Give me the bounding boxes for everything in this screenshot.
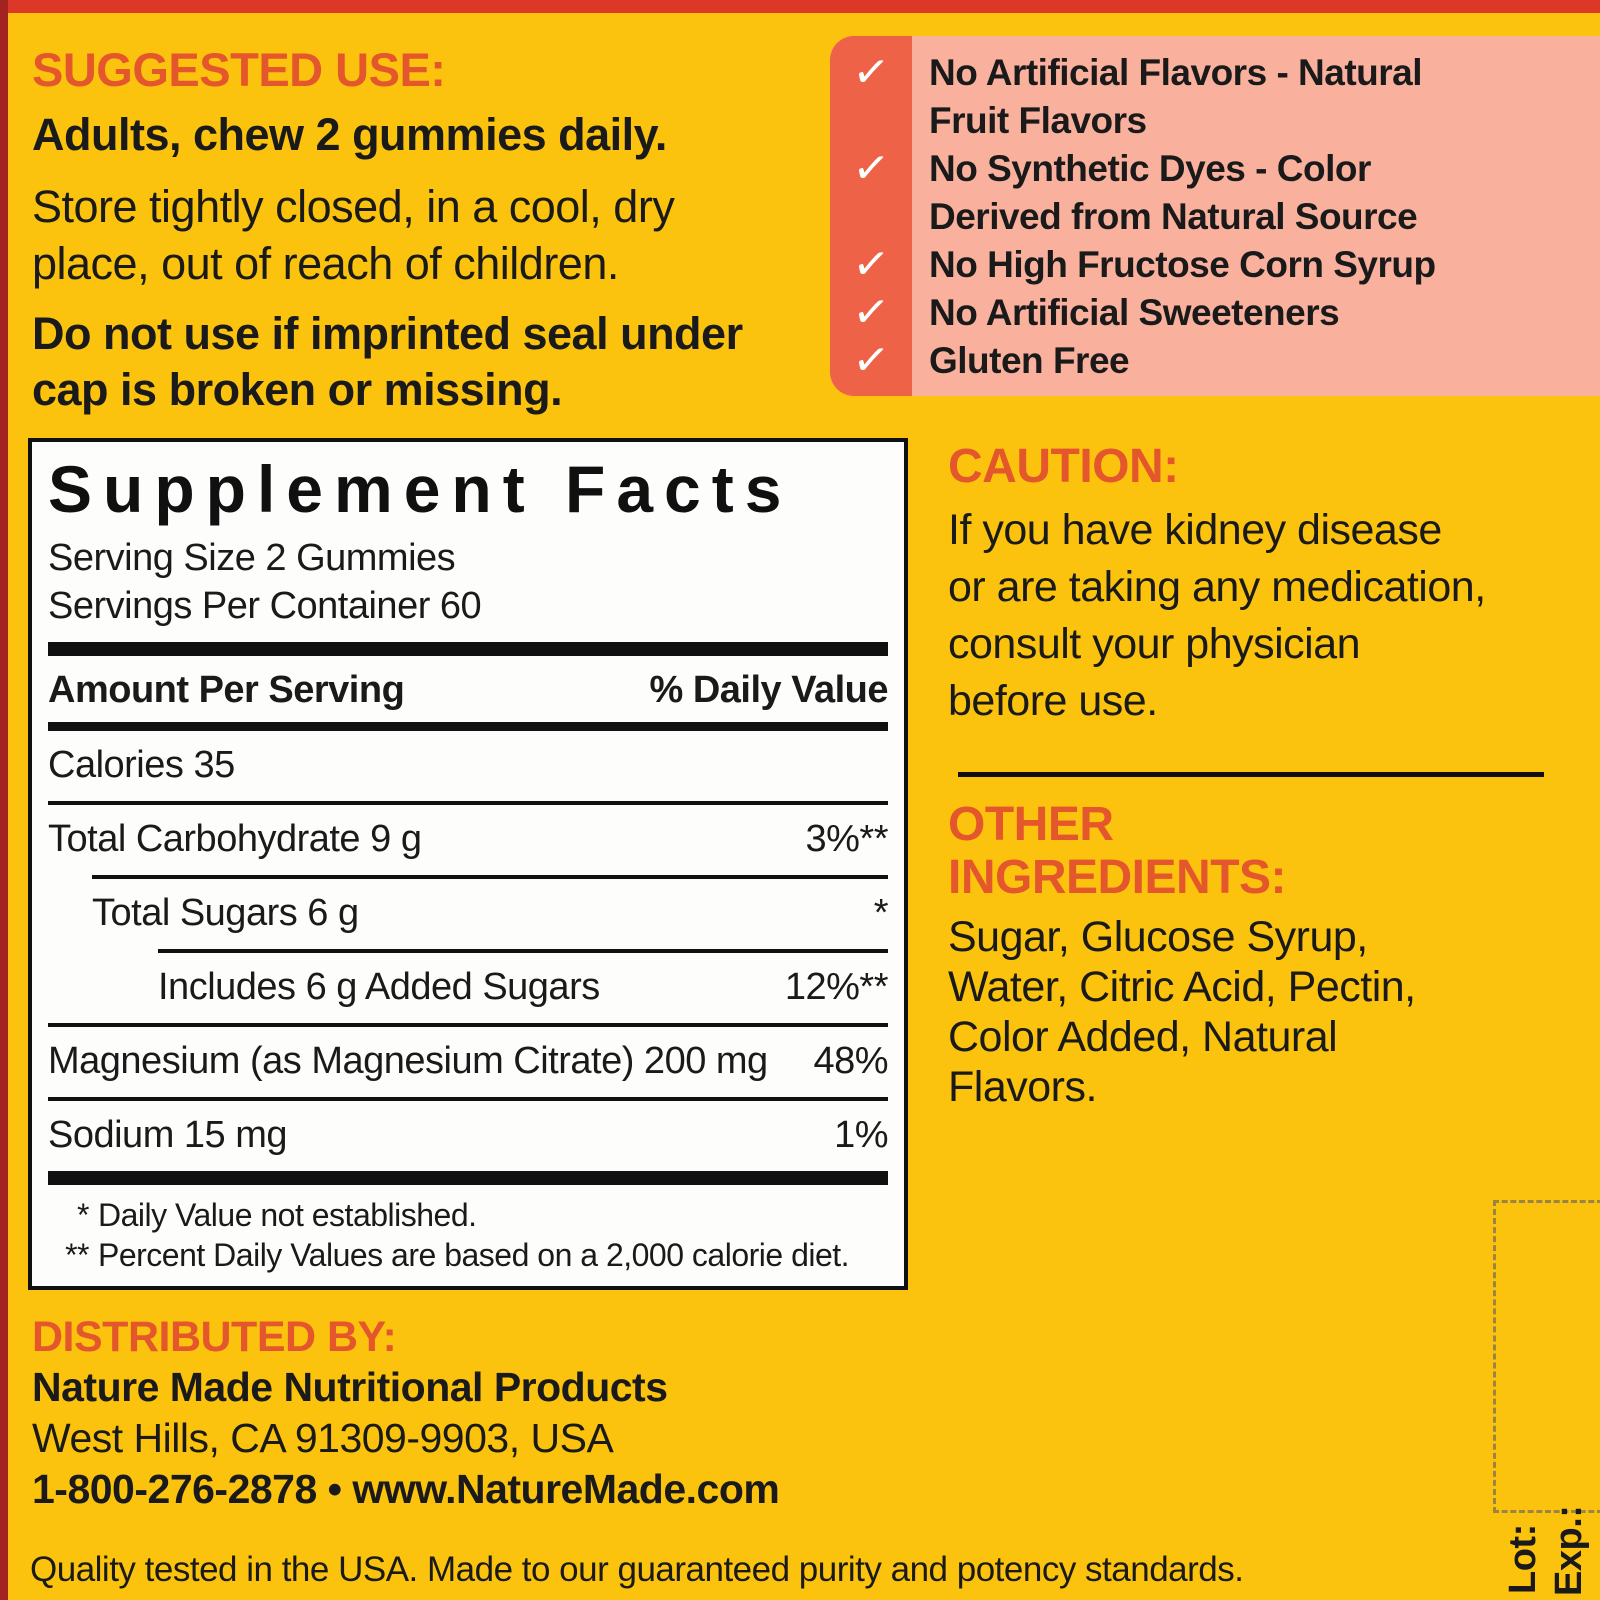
checkmark-icon: ✓: [850, 334, 892, 387]
facts-row-sodium: Sodium 15 mg 1%: [48, 1097, 888, 1171]
storage-instruction: Store tightly closed, in a cool, dry pla…: [32, 181, 675, 289]
other-ingredients-heading: OTHER INGREDIENTS:: [948, 798, 1287, 904]
servings-per-container: Servings Per Container 60: [48, 585, 482, 627]
company-address: West Hills, CA 91309-9903, USA: [32, 1415, 614, 1461]
checklist-item-label: No Synthetic Dyes - Color Derived from N…: [929, 148, 1418, 237]
lot-label: Lot:: [1502, 1524, 1544, 1594]
facts-column-headers: Amount Per Serving % Daily Value: [48, 656, 888, 722]
facts-divider-thick: [48, 642, 888, 656]
facts-footnotes: * Daily Value not established. ** Percen…: [48, 1195, 888, 1275]
dose-instruction: Adults, chew 2 gummies daily.: [32, 109, 667, 160]
caution-text: If you have kidney disease or are taking…: [948, 506, 1486, 725]
supplement-facts-panel: Supplement Facts Serving Size 2 Gummies …: [28, 438, 908, 1290]
facts-divider-medium: [48, 722, 888, 731]
facts-title: Supplement Facts: [48, 452, 793, 526]
caution-section: CAUTION: If you have kidney disease or a…: [948, 440, 1518, 730]
checklist-item: ✓ No Artificial Sweeteners: [830, 286, 1600, 339]
checklist-item-label: Gluten Free: [929, 340, 1130, 381]
amount-per-serving-header: Amount Per Serving: [48, 669, 405, 711]
checklist-item: ✓ Gluten Free: [830, 334, 1600, 387]
phone-and-website: 1-800-276-2878 • www.NatureMade.com: [32, 1466, 780, 1512]
top-red-bar: [0, 0, 1600, 13]
checkmark-icon: ✓: [850, 142, 892, 195]
distributed-by-section: DISTRIBUTED BY: Nature Made Nutritional …: [32, 1312, 780, 1515]
facts-divider-thick: [48, 1171, 888, 1185]
serving-size: Serving Size 2 Gummies: [48, 537, 456, 579]
facts-row-calories: Calories 35: [48, 744, 235, 786]
footnote: ** Percent Daily Values are based on a 2…: [65, 1237, 850, 1273]
footnote: * Daily Value not established.: [77, 1197, 477, 1233]
daily-value-header: % Daily Value: [649, 669, 888, 711]
section-divider-line: [958, 772, 1544, 777]
lot-exp-stamp-area: [1493, 1200, 1600, 1513]
facts-row-total-sugars: Total Sugars 6 g *: [92, 875, 889, 949]
facts-row-total-carbohydrate: Total Carbohydrate 9 g 3%**: [48, 801, 888, 875]
benefits-checklist-panel: ✓ No Artificial Flavors - Natural Fruit …: [830, 36, 1600, 396]
left-red-strip: [0, 0, 8, 1600]
quality-statement: Quality tested in the USA. Made to our g…: [30, 1550, 1244, 1589]
checkmark-icon: ✓: [850, 46, 892, 99]
caution-heading: CAUTION:: [948, 440, 1179, 493]
exp-label: Exp.:: [1548, 1505, 1590, 1596]
checklist-item-label: No Artificial Flavors - Natural Fruit Fl…: [929, 52, 1423, 141]
checklist-items: ✓ No Artificial Flavors - Natural Fruit …: [830, 36, 1600, 387]
checklist-item: ✓ No Artificial Flavors - Natural Fruit …: [830, 46, 1600, 145]
checklist-item-label: No High Fructose Corn Syrup: [929, 244, 1436, 285]
checklist-item-label: No Artificial Sweeteners: [929, 292, 1340, 333]
checklist-item: ✓ No High Fructose Corn Syrup: [830, 238, 1600, 291]
seal-warning: Do not use if imprinted seal under cap i…: [32, 308, 743, 415]
facts-row-added-sugars: Includes 6 g Added Sugars 12%**: [158, 949, 889, 1023]
other-ingredients-section: OTHER INGREDIENTS: Sugar, Glucose Syrup,…: [948, 798, 1548, 1112]
other-ingredients-text: Sugar, Glucose Syrup, Water, Citric Acid…: [948, 913, 1416, 1111]
suggested-use-heading: SUGGESTED USE:: [32, 43, 446, 96]
company-name: Nature Made Nutritional Products: [32, 1364, 668, 1410]
distributed-by-heading: DISTRIBUTED BY:: [32, 1313, 397, 1361]
checkmark-strip: [830, 36, 912, 396]
facts-row-magnesium: Magnesium (as Magnesium Citrate) 200 mg …: [48, 1023, 888, 1097]
suggested-use-section: SUGGESTED USE: Adults, chew 2 gummies da…: [32, 44, 802, 418]
checklist-item: ✓ No Synthetic Dyes - Color Derived from…: [830, 142, 1600, 241]
